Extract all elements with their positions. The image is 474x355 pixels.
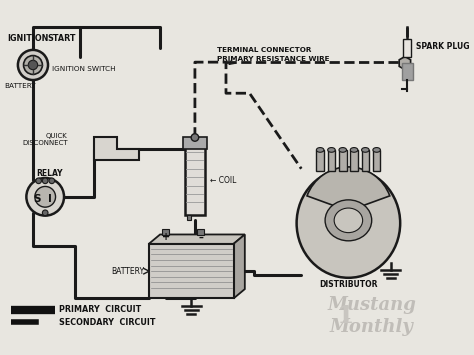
Ellipse shape [316, 148, 324, 152]
Bar [402, 63, 413, 80]
Bar [328, 150, 335, 171]
Bar [350, 150, 358, 171]
Text: IGNITION: IGNITION [8, 34, 49, 43]
Text: S: S [33, 194, 40, 204]
Text: PRIMARY RESISTANCE WIRE: PRIMARY RESISTANCE WIRE [217, 56, 329, 62]
Ellipse shape [297, 169, 400, 278]
Text: TERMINAL CONNECTOR: TERMINAL CONNECTOR [217, 47, 311, 53]
Ellipse shape [339, 148, 346, 152]
Text: DISTRIBUTOR: DISTRIBUTOR [319, 280, 378, 289]
Bar [316, 150, 324, 171]
Text: –: – [198, 232, 203, 242]
Text: BATTERY: BATTERY [5, 83, 36, 89]
Ellipse shape [362, 148, 369, 152]
Text: +: + [162, 232, 170, 242]
Ellipse shape [325, 200, 372, 241]
Text: ← COIL: ← COIL [210, 176, 237, 185]
Polygon shape [234, 234, 245, 299]
Text: RELAY: RELAY [36, 169, 62, 178]
Text: I: I [48, 194, 52, 204]
Ellipse shape [334, 208, 363, 233]
Text: START: START [47, 34, 75, 43]
Ellipse shape [373, 148, 381, 152]
Bar [149, 244, 234, 299]
Text: BATTERY: BATTERY [111, 267, 144, 276]
Text: SPARK PLUG: SPARK PLUG [416, 42, 470, 51]
Ellipse shape [350, 148, 358, 152]
Bar [403, 39, 410, 58]
Bar [362, 150, 369, 171]
Text: 1: 1 [337, 304, 354, 328]
Text: IGNITION SWITCH: IGNITION SWITCH [52, 66, 115, 72]
Text: Mustang
Monthly: Mustang Monthly [328, 296, 416, 337]
Bar [182, 137, 207, 149]
Bar [187, 215, 191, 220]
Polygon shape [149, 234, 245, 244]
Circle shape [18, 50, 48, 80]
Circle shape [35, 186, 55, 207]
Text: PRIMARY  CIRCUIT: PRIMARY CIRCUIT [59, 305, 142, 314]
Circle shape [36, 178, 41, 184]
Bar [339, 150, 346, 171]
Text: QUICK
DISCONNECT: QUICK DISCONNECT [22, 133, 68, 146]
Wedge shape [307, 167, 390, 211]
Bar [197, 229, 204, 235]
Circle shape [49, 178, 55, 184]
Polygon shape [399, 56, 410, 70]
Circle shape [191, 134, 199, 141]
Polygon shape [94, 137, 139, 160]
Circle shape [27, 178, 64, 215]
Circle shape [42, 210, 48, 215]
Circle shape [28, 60, 37, 70]
Ellipse shape [328, 148, 335, 152]
Bar [373, 150, 381, 171]
Bar [162, 229, 170, 235]
Text: SECONDARY  CIRCUIT: SECONDARY CIRCUIT [59, 317, 156, 327]
Circle shape [24, 56, 42, 75]
Bar [184, 147, 205, 215]
Circle shape [42, 178, 48, 184]
